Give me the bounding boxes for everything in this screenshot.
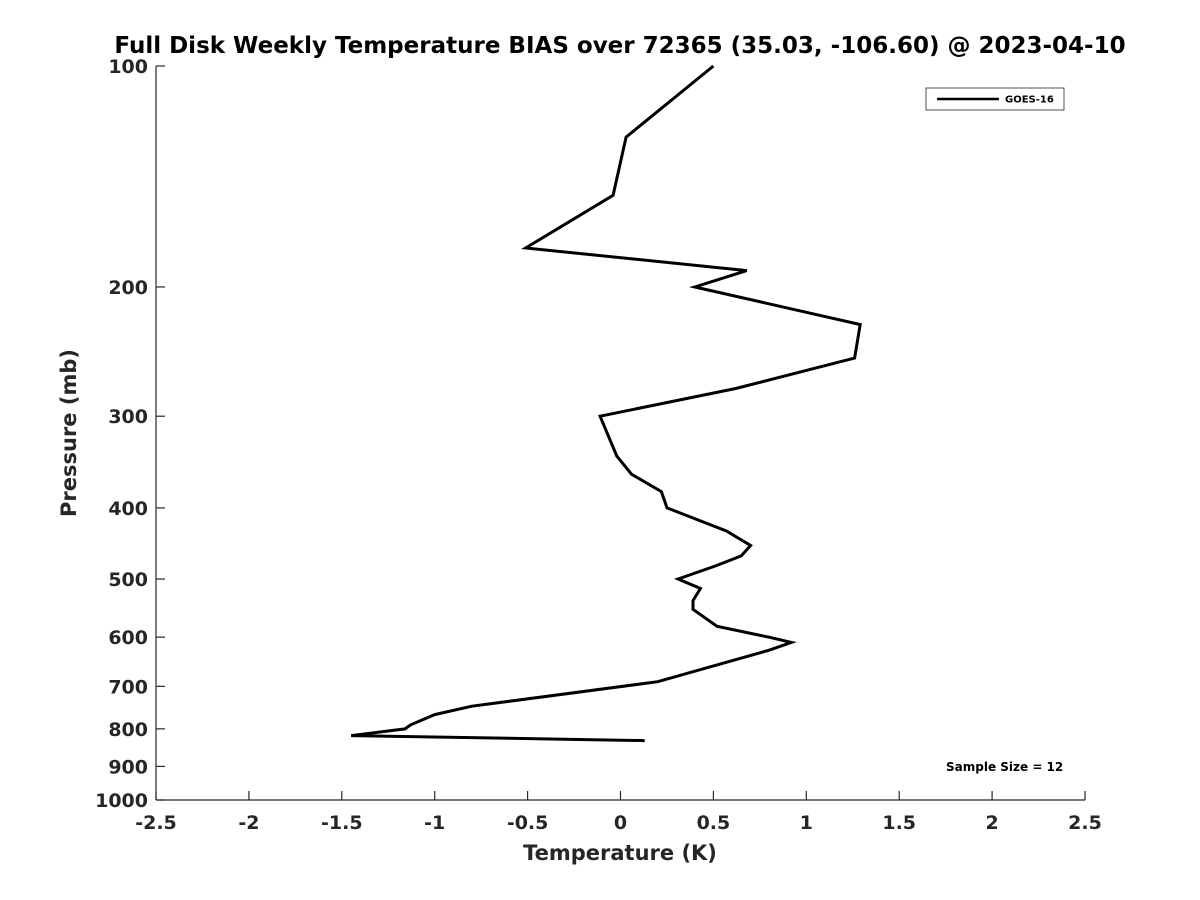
sample-size-annotation: Sample Size = 12 xyxy=(946,760,1063,774)
y-tick-label: 900 xyxy=(108,756,148,778)
x-tick-label: 0.5 xyxy=(697,812,731,834)
legend: GOES-16 xyxy=(925,87,1065,111)
x-tick-label: -2.5 xyxy=(135,812,177,834)
x-tick-label: -0.5 xyxy=(507,812,549,834)
series-line-goes-16 xyxy=(350,64,862,743)
x-axis-label: Temperature (K) xyxy=(523,841,717,865)
y-axis-ticks: 100 200 300 400 500 600 700 800 900 1000 xyxy=(95,56,165,812)
x-tick-label: 1 xyxy=(800,812,813,834)
series-layer xyxy=(350,64,862,743)
y-tick-label: 100 xyxy=(108,56,148,78)
x-tick-label: -1.5 xyxy=(321,812,363,834)
y-tick-label: 700 xyxy=(108,676,148,698)
y-tick-label: 1000 xyxy=(95,790,148,812)
x-tick-label: 2.5 xyxy=(1068,812,1102,834)
y-tick-label: 800 xyxy=(108,719,148,741)
x-tick-label: 2 xyxy=(985,812,998,834)
chart-title: Full Disk Weekly Temperature BIAS over 7… xyxy=(114,33,1125,59)
y-tick-label: 500 xyxy=(108,569,148,591)
y-tick-label: 200 xyxy=(108,277,148,299)
y-axis-label: Pressure (mb) xyxy=(57,349,81,517)
y-tick-label: 600 xyxy=(108,627,148,649)
x-tick-label: 0 xyxy=(614,812,627,834)
x-tick-label: -1 xyxy=(424,812,445,834)
y-tick-label: 400 xyxy=(108,498,148,520)
y-tick-label: 300 xyxy=(108,406,148,428)
x-axis-ticks: -2.5 -2 -1.5 -1 -0.5 0 0.5 1 1.5 2 2.5 xyxy=(135,791,1102,834)
x-tick-label: -2 xyxy=(238,812,259,834)
legend-label-goes-16: GOES-16 xyxy=(1005,95,1054,106)
x-tick-label: 1.5 xyxy=(882,812,916,834)
